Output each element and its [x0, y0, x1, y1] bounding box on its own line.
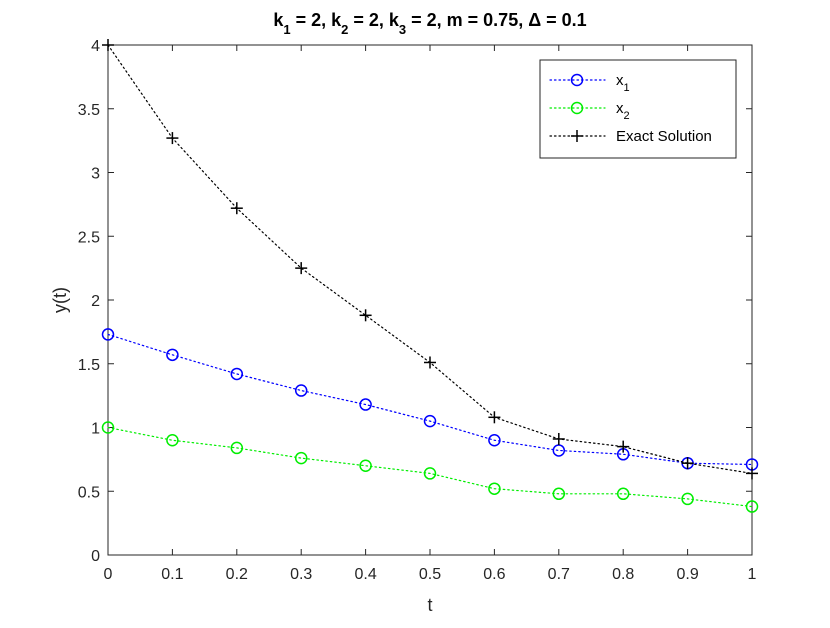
data-point-plus: [746, 467, 758, 480]
legend-item-3: Exact Solution: [549, 128, 712, 145]
x-tick-label: 1: [748, 566, 757, 583]
title-subscript: 1: [283, 22, 290, 37]
series-line: [107, 333, 753, 466]
data-point-circle: [166, 348, 179, 362]
plot-area: 0 0.1 0.2 0.3 0.4 0.5 0.6 0.7 0.8 0.9 1 0 0.5 1 1.5 2 2.…: [78, 38, 759, 583]
x-tick-label: 0: [104, 566, 113, 583]
data-point-circle: [616, 487, 630, 501]
data-point-plus: [230, 202, 243, 215]
title-text: k: [273, 10, 284, 30]
legend-marker-circle: [570, 101, 584, 115]
title-subscript: 3: [399, 22, 406, 37]
y-tick-label: 2.5: [78, 229, 100, 246]
y-tick-label: 4: [91, 38, 100, 55]
data-point-plus: [102, 39, 114, 51]
y-tick-label: 3: [91, 166, 100, 183]
x-tick-label: 0.5: [419, 566, 441, 583]
data-point-circle: [230, 367, 244, 381]
x-axis-label: t: [427, 595, 432, 615]
data-point-circle: [423, 414, 437, 428]
x-tick-label: 0.7: [548, 566, 570, 583]
data-point-circle: [230, 441, 244, 455]
data-point-circle: [101, 328, 115, 341]
data-point-circle: [488, 434, 501, 447]
data-point-plus: [488, 411, 501, 424]
y-tick-label: 1.5: [78, 357, 100, 374]
series-3: [102, 39, 758, 480]
data-point-circle: [423, 467, 437, 480]
legend-label-subscript: 2: [624, 110, 630, 122]
data-point-circle: [294, 451, 308, 465]
legend-label: Exact Solution: [616, 128, 712, 145]
data-point-circle: [745, 500, 759, 513]
data-point-plus: [681, 457, 694, 470]
data-point-plus: [617, 440, 630, 453]
title-text: = 2, k: [348, 10, 400, 30]
title-text: = 2, k: [291, 10, 343, 30]
data-point-plus: [295, 262, 308, 275]
y-tick-label: 0.5: [78, 484, 100, 501]
data-point-circle: [101, 421, 115, 434]
data-point-circle: [359, 459, 372, 472]
x-tick-label: 0.3: [290, 566, 312, 583]
y-tick-label: 1: [91, 421, 100, 438]
x-tick-label: 0.8: [612, 566, 634, 583]
y-tick-label: 3.5: [78, 102, 100, 119]
series-2: [101, 421, 759, 513]
legend-label-subscript: 1: [624, 82, 630, 94]
data-point-plus: [552, 432, 565, 445]
title-text: = 2, m = 0.75, Δ = 0.1: [406, 10, 587, 30]
legend-label-text: x: [616, 100, 624, 117]
legend-label-text: x: [616, 72, 624, 89]
y-tick-label: 0: [91, 548, 100, 565]
x-tick-label: 0.6: [483, 566, 505, 583]
legend-item-1: x1: [549, 72, 630, 94]
data-point-circle: [681, 492, 694, 506]
x-tick-label: 0.2: [226, 566, 248, 583]
x-tick-label: 0.9: [676, 566, 698, 583]
data-point-plus: [424, 356, 436, 369]
legend-label-text: Exact Solution: [616, 128, 712, 145]
y-tick-label: 2: [91, 293, 100, 310]
data-point-circle: [488, 482, 501, 495]
series-line: [107, 426, 753, 508]
x-tick-label: 0.1: [161, 566, 183, 583]
data-point-circle: [359, 398, 372, 411]
x-tick-label: 0.4: [354, 566, 376, 583]
data-point-circle: [294, 384, 308, 397]
data-point-plus: [359, 309, 372, 322]
data-point-circle: [552, 487, 566, 501]
legend-label: x2: [616, 100, 630, 122]
title-subscript: 2: [341, 22, 348, 37]
legend-label: x1: [616, 72, 630, 94]
data-point-circle: [166, 434, 179, 447]
y-axis-label: y(t): [50, 287, 70, 313]
legend-item-2: x2: [549, 100, 630, 122]
data-point-plus: [166, 132, 179, 145]
legend-marker-circle: [570, 73, 584, 87]
chart-title: k1 = 2, k2 = 2, k3 = 2, m = 0.75, Δ = 0.…: [273, 10, 586, 37]
